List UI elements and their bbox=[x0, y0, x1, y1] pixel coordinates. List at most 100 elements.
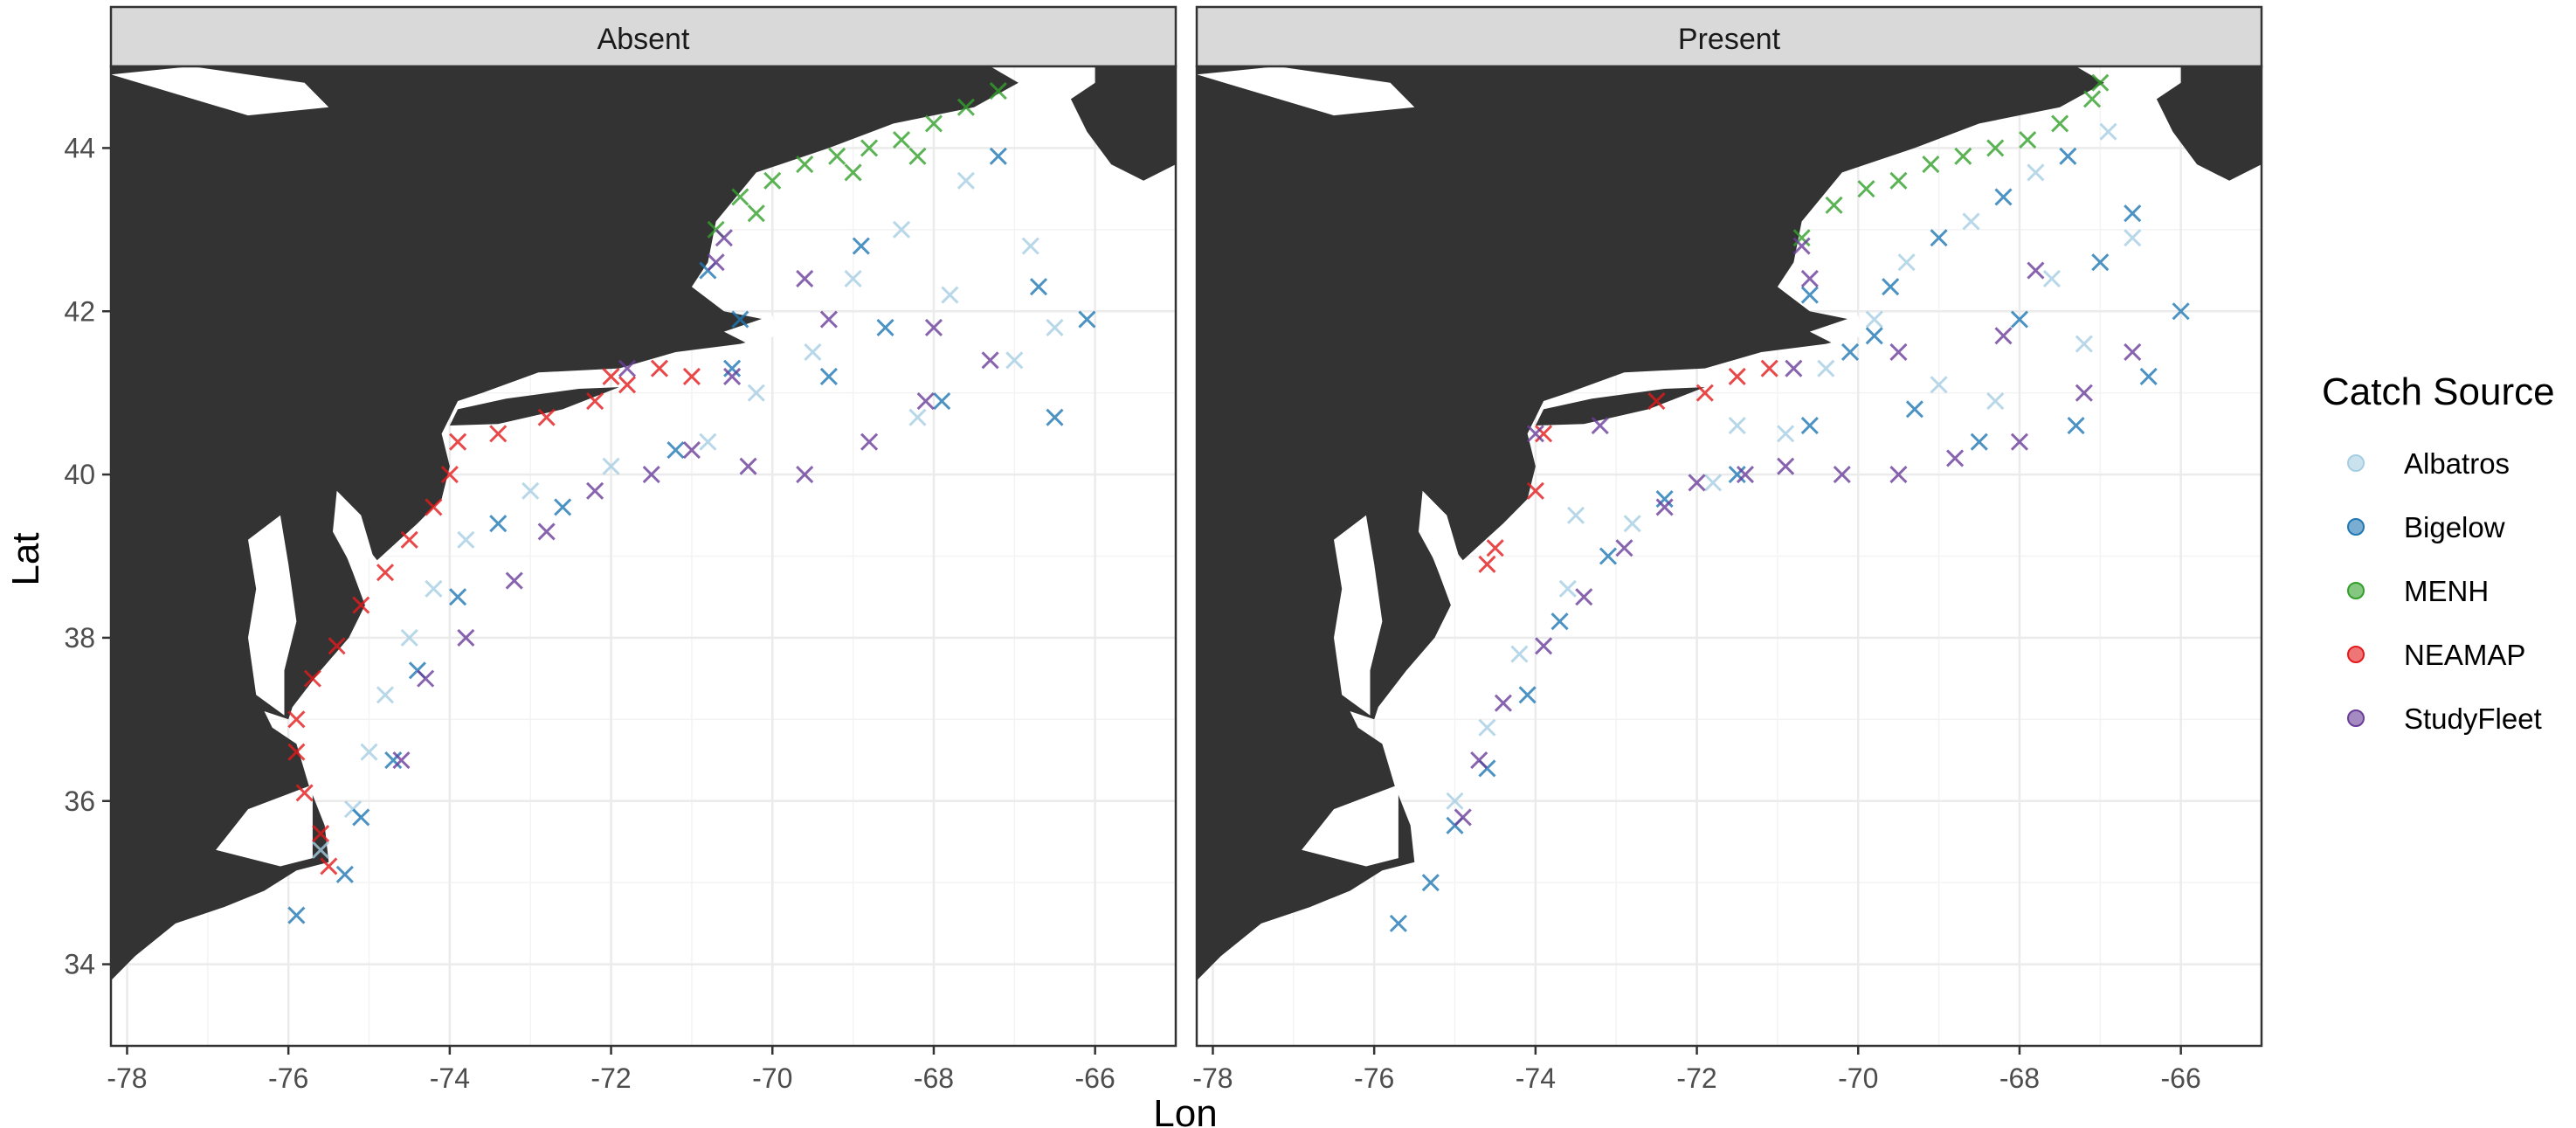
legend-label: Bigelow bbox=[2404, 511, 2505, 543]
point-neamap bbox=[400, 530, 418, 549]
point-bigelow bbox=[2091, 253, 2110, 272]
point-albatros bbox=[892, 220, 911, 239]
series-albatros bbox=[1446, 122, 2142, 810]
point-neamap bbox=[449, 433, 467, 451]
x-tick-label: -78 bbox=[1192, 1062, 1233, 1094]
point-albatros bbox=[957, 171, 975, 190]
point-neamap bbox=[602, 367, 620, 386]
water-body bbox=[1197, 66, 1415, 116]
facet-strip-present bbox=[1195, 5, 2263, 68]
point-neamap bbox=[440, 466, 459, 484]
point-studyfleet bbox=[1994, 327, 2013, 345]
point-bigelow bbox=[449, 588, 467, 606]
point-bigelow bbox=[1078, 310, 1096, 329]
point-albatros bbox=[747, 384, 765, 402]
y-axis: 34 36 38 40 42 44 bbox=[64, 132, 111, 980]
facet-label-present: Present bbox=[1678, 23, 1781, 56]
point-neamap bbox=[287, 710, 306, 729]
facet-present: Present bbox=[1195, 5, 2263, 1048]
point-studyfleet bbox=[1470, 751, 1488, 770]
x-tick-label: -76 bbox=[268, 1062, 308, 1094]
point-studyfleet bbox=[1454, 808, 1472, 827]
y-tick-label: 38 bbox=[64, 622, 95, 654]
point-studyfleet bbox=[682, 440, 701, 460]
point-menh bbox=[796, 156, 814, 174]
point-neamap bbox=[618, 376, 637, 394]
point-studyfleet bbox=[1575, 588, 1593, 606]
series-menh bbox=[707, 81, 1007, 239]
point-albatros bbox=[1777, 425, 1795, 443]
point-bigelow bbox=[2059, 147, 2077, 165]
point-bigelow bbox=[666, 440, 685, 460]
point-albatros bbox=[1897, 253, 1916, 272]
point-bigelow bbox=[1930, 229, 1948, 247]
series-bigelow bbox=[1389, 147, 2190, 932]
point-menh bbox=[763, 171, 782, 190]
legend-item-neamap: NEAMAP bbox=[2347, 639, 2525, 671]
x-tick-label: -74 bbox=[430, 1062, 470, 1094]
point-neamap bbox=[1695, 384, 1714, 402]
point-bigelow bbox=[989, 147, 1007, 165]
y-tick-label: 42 bbox=[64, 295, 95, 327]
x-axis-title: Lon bbox=[1153, 1092, 1217, 1128]
point-albatros bbox=[1930, 376, 1948, 394]
x-tick-label: -74 bbox=[1516, 1062, 1556, 1094]
land-layer-present bbox=[1197, 66, 2262, 981]
point-neamap bbox=[1647, 391, 1666, 411]
nova-scotia-landmass bbox=[1070, 66, 1176, 181]
point-albatros bbox=[1817, 359, 1835, 377]
point-menh bbox=[1954, 147, 1972, 165]
point-bigelow bbox=[1800, 286, 1819, 304]
point-studyfleet bbox=[1591, 416, 1609, 435]
point-bigelow bbox=[335, 865, 354, 883]
point-menh bbox=[1889, 171, 1908, 190]
point-neamap bbox=[537, 408, 556, 426]
y-tick-label: 40 bbox=[64, 459, 95, 490]
point-bigelow bbox=[731, 310, 749, 329]
legend-item-bigelow: Bigelow bbox=[2347, 511, 2505, 543]
point-bigelow bbox=[1882, 278, 1900, 296]
point-studyfleet bbox=[924, 318, 943, 336]
legend-item-menh: MENH bbox=[2347, 575, 2489, 607]
point-albatros bbox=[941, 286, 959, 304]
series-menh bbox=[1792, 73, 2110, 247]
point-menh bbox=[747, 204, 765, 223]
point-bigelow bbox=[1421, 874, 1440, 892]
point-neamap bbox=[586, 391, 604, 411]
point-menh bbox=[924, 114, 943, 133]
point-albatros bbox=[1446, 792, 1464, 810]
point-bigelow bbox=[1905, 400, 1923, 419]
legend-item-albatros: Albatros bbox=[2347, 447, 2510, 480]
point-albatros bbox=[1510, 645, 1529, 663]
x-tick-label: -70 bbox=[1838, 1062, 1878, 1094]
point-studyfleet bbox=[1688, 474, 1706, 492]
point-bigelow bbox=[1865, 327, 1883, 345]
point-menh bbox=[957, 98, 975, 116]
point-bigelow bbox=[489, 515, 508, 533]
series-neamap bbox=[287, 359, 701, 875]
x-tick-label: -68 bbox=[1999, 1062, 2040, 1094]
point-menh bbox=[2051, 114, 2069, 133]
y-tick-label: 44 bbox=[64, 132, 95, 163]
water-body bbox=[111, 66, 329, 116]
water-body bbox=[723, 315, 777, 344]
point-neamap bbox=[425, 498, 443, 516]
point-studyfleet bbox=[1889, 343, 1908, 362]
point-studyfleet bbox=[715, 229, 733, 247]
point-neamap bbox=[1478, 555, 1496, 573]
point-studyfleet bbox=[505, 571, 523, 590]
point-bigelow bbox=[1970, 433, 1988, 451]
water-body bbox=[333, 490, 374, 569]
point-neamap bbox=[489, 425, 508, 443]
water-body bbox=[216, 785, 313, 867]
point-studyfleet bbox=[916, 391, 935, 411]
point-albatros bbox=[2042, 269, 2061, 287]
point-bigelow bbox=[2067, 416, 2085, 435]
point-albatros bbox=[1986, 391, 2005, 411]
x-axis-present: -78 -76 -74 -72 -70 -68 -66 bbox=[1192, 1046, 2201, 1094]
point-studyfleet bbox=[860, 433, 879, 451]
point-studyfleet bbox=[2027, 261, 2045, 280]
point-bigelow bbox=[2172, 302, 2190, 321]
point-bigelow bbox=[1389, 914, 1407, 932]
x-tick-label: -66 bbox=[1075, 1062, 1115, 1094]
